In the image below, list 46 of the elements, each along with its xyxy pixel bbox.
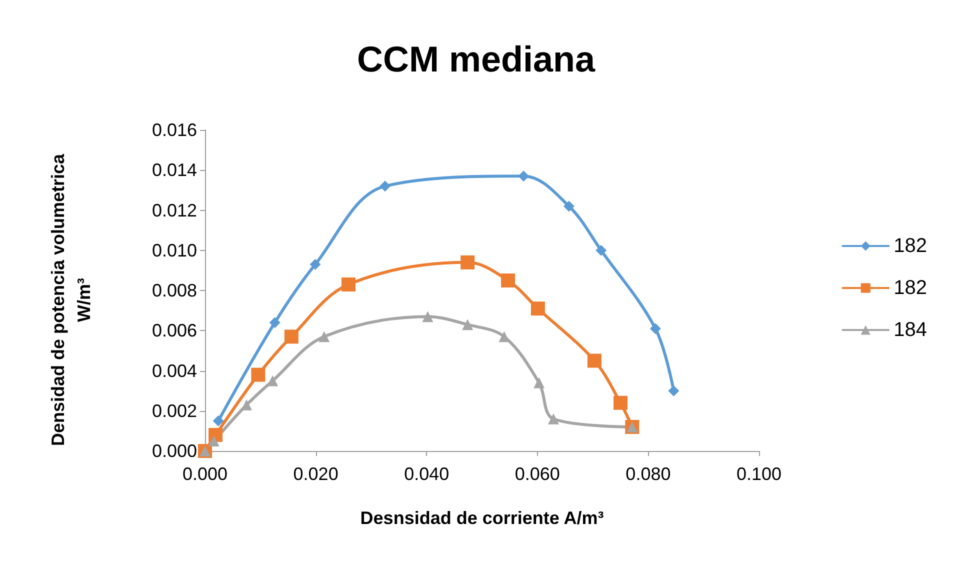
point	[563, 200, 574, 212]
x-tick-label: 0.020	[293, 464, 338, 484]
y-tick-label: 0.014	[152, 160, 197, 180]
y-tick-label: 0.008	[152, 280, 197, 300]
point	[422, 311, 434, 322]
point	[587, 354, 602, 368]
y-tick-label: 0.000	[152, 441, 197, 461]
point	[534, 377, 545, 388]
point	[310, 258, 321, 270]
legend-label: 184	[894, 319, 928, 341]
point	[269, 317, 280, 328]
point	[460, 255, 475, 270]
x-tick-label: 0.040	[404, 464, 450, 484]
y-tick-label: 0.012	[152, 200, 197, 220]
x-axis-title: Desnsidad de corriente A/m³	[360, 508, 604, 528]
point	[501, 273, 516, 288]
point	[518, 170, 530, 182]
legend-label: 182	[894, 277, 928, 299]
point	[650, 323, 661, 334]
y-tick-label: 0.016	[152, 120, 197, 140]
point	[284, 330, 298, 344]
x-tick-label: 0.100	[736, 464, 782, 484]
point	[548, 413, 559, 424]
point	[462, 319, 474, 330]
y-tick-label: 0.010	[152, 240, 197, 260]
y-tick-label: 0.002	[152, 400, 197, 421]
x-tick-label: 0.080	[626, 464, 671, 484]
point	[498, 331, 510, 342]
point	[208, 435, 220, 446]
point	[380, 180, 391, 192]
y-tick-label: 0.004	[152, 360, 197, 381]
point	[596, 244, 607, 256]
point	[267, 375, 278, 386]
point	[341, 277, 356, 292]
x-tick-label: 0.060	[514, 464, 560, 484]
y-axis-title: Densidad de potencia volumetrica W/m³	[48, 152, 94, 446]
point	[212, 415, 224, 426]
chart-title: CCM mediana	[356, 38, 596, 80]
point	[668, 385, 680, 396]
point	[614, 396, 628, 410]
legend-label: 182	[894, 235, 928, 257]
point	[530, 302, 545, 316]
point	[251, 368, 266, 382]
point	[318, 331, 330, 342]
x-tick-label: 0.000	[182, 464, 228, 484]
y-tick-label: 0.006	[152, 320, 197, 341]
